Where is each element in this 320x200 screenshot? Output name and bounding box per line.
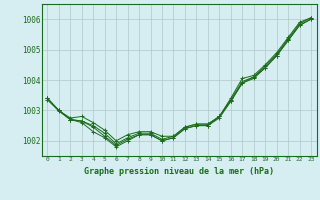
X-axis label: Graphe pression niveau de la mer (hPa): Graphe pression niveau de la mer (hPa) — [84, 167, 274, 176]
